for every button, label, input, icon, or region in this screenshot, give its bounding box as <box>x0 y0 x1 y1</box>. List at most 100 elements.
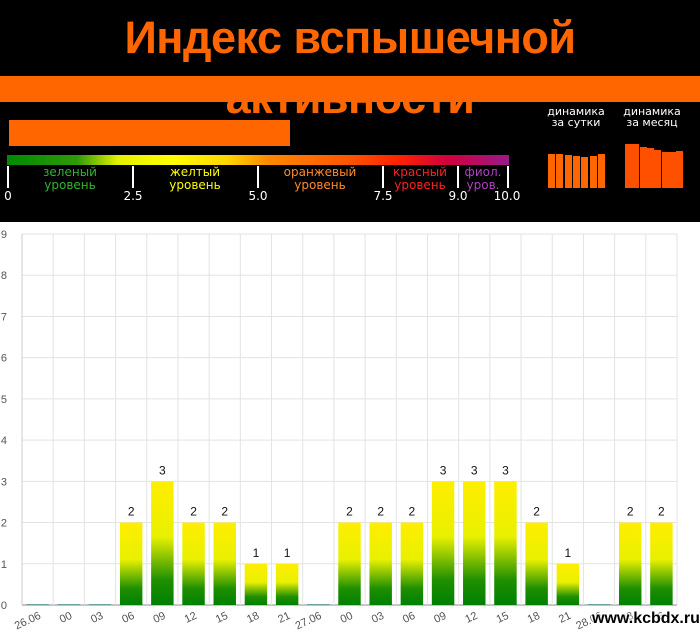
dynamics-label-line: динамика <box>623 105 681 118</box>
x-tick-label: 26.06 <box>13 610 43 633</box>
data-label: 2 <box>409 505 416 519</box>
level-label: оранжевый <box>283 165 357 179</box>
scale-tick-label: 5.0 <box>248 189 268 203</box>
dynamics-bar <box>572 156 580 188</box>
level-label: уровень <box>44 178 96 192</box>
dynamics-bar <box>581 157 589 188</box>
y-tick-label: 2 <box>1 518 7 530</box>
dynamics-bar <box>589 156 597 188</box>
dynamics-bar <box>676 151 684 188</box>
x-tick-label: 00 <box>339 610 355 626</box>
chart-bar <box>618 522 642 605</box>
x-tick-label: 03 <box>619 610 635 626</box>
x-tick-label: 21 <box>557 610 573 626</box>
level-yellow: желтый уровень <box>169 166 220 192</box>
data-label: 2 <box>627 505 634 519</box>
dynamics-bar <box>639 147 647 188</box>
chart-bar <box>88 604 112 605</box>
scale-tick-line <box>457 166 459 188</box>
chart-bar <box>650 522 673 605</box>
chart-bar <box>587 604 611 605</box>
data-label: 2 <box>533 505 540 519</box>
x-tick-label: 15 <box>495 610 511 626</box>
dynamics-bar <box>597 154 605 188</box>
dynamics-bar <box>654 150 662 188</box>
chart-bar <box>463 481 486 605</box>
dynamics-bar <box>646 148 654 188</box>
dynamics-label-line: динамика <box>547 105 605 118</box>
chart-bar <box>338 522 361 605</box>
y-tick-label: 5 <box>1 394 7 406</box>
header-band <box>0 76 700 102</box>
scale-tick-label: 9.0 <box>448 189 468 203</box>
x-tick-label: 15 <box>214 610 230 626</box>
chart-bar <box>307 604 330 605</box>
dynamics-label-line: за месяц <box>626 116 678 129</box>
scale-tick-label: 2.5 <box>123 189 143 203</box>
level-orange: оранжевый уровень <box>284 166 357 192</box>
dynamics-bar <box>564 155 572 188</box>
x-tick-label: 09 <box>151 610 167 626</box>
dynamics-bar <box>548 154 555 188</box>
data-label: 2 <box>128 505 135 519</box>
level-label: уровень <box>169 178 221 192</box>
level-label: фиол. <box>464 165 502 179</box>
x-tick-label: 03 <box>89 610 105 626</box>
y-tick-label: 4 <box>1 435 7 447</box>
chart-bar <box>119 522 143 605</box>
chart-bar <box>494 481 517 605</box>
scale-gradient <box>7 155 509 165</box>
x-tick-label: 06 <box>650 610 666 626</box>
level-label: желтый <box>169 165 221 179</box>
x-tick-label: 18 <box>526 610 542 626</box>
data-label: 2 <box>377 505 384 519</box>
data-label: 2 <box>346 505 353 519</box>
index-level-bar <box>9 120 290 146</box>
x-tick-label: 27.06 <box>294 610 324 633</box>
dynamics-label-line: за сутки <box>551 116 601 129</box>
scale-tick-label: 7.5 <box>373 189 393 203</box>
chart-bar <box>556 563 580 605</box>
data-label: 3 <box>502 463 509 477</box>
level-label: уровень <box>394 178 446 192</box>
dynamics-month-label: динамика за месяц <box>623 106 681 128</box>
x-tick-label: 18 <box>245 610 261 626</box>
x-tick-label: 00 <box>58 610 74 626</box>
dynamics-bar <box>625 144 632 188</box>
chart-bar <box>525 522 548 605</box>
x-tick-label: 12 <box>463 610 479 626</box>
chart-bar <box>275 563 299 605</box>
scale-tick-label: 0 <box>4 189 12 203</box>
dynamics-bar <box>668 152 676 188</box>
y-tick-label: 8 <box>1 270 7 282</box>
header-panel: Индекс вспышечной активности 0 2.5 5.0 7… <box>0 0 700 222</box>
y-tick-label: 0 <box>1 600 7 612</box>
chart-bar <box>182 522 205 605</box>
data-label: 2 <box>658 505 665 519</box>
watermark: www.kcbdx.ru <box>592 610 700 627</box>
level-red: красный уровень <box>393 166 447 192</box>
scale-tick-label: 10.0 <box>493 189 521 203</box>
chart-bar <box>369 522 392 605</box>
y-tick-label: 7 <box>1 311 7 323</box>
data-label: 1 <box>253 546 260 560</box>
y-tick-label: 1 <box>1 559 7 571</box>
scale-tick-line <box>257 166 259 188</box>
chart-bar <box>151 481 174 605</box>
level-label: зеленый <box>43 165 97 179</box>
chart-bar <box>57 604 81 605</box>
y-tick-label: 9 <box>1 229 7 241</box>
dynamics-bar <box>556 154 564 188</box>
x-tick-label: 21 <box>276 610 292 626</box>
chart-bar <box>26 604 49 605</box>
scale-tick-line <box>132 166 134 188</box>
data-label: 2 <box>190 505 197 519</box>
data-label: 3 <box>471 463 478 477</box>
scale-tick-line <box>382 166 384 188</box>
x-tick-label: 06 <box>401 610 417 626</box>
dynamics-bar <box>632 144 640 188</box>
level-label: красный <box>393 165 447 179</box>
x-tick-label: 03 <box>370 610 386 626</box>
y-tick-label: 6 <box>1 353 7 365</box>
chart-bar <box>244 563 268 605</box>
